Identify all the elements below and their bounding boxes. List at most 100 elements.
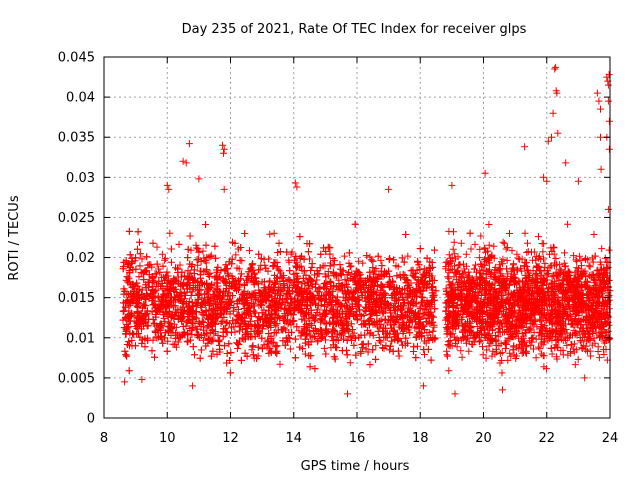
data-point <box>306 363 314 371</box>
data-point <box>161 255 169 263</box>
data-point <box>424 345 432 353</box>
data-point <box>458 353 466 361</box>
data-point <box>194 291 202 299</box>
data-point <box>197 303 205 311</box>
data-point <box>427 356 435 364</box>
data-point <box>393 272 401 280</box>
chart-title: Day 235 of 2021, Rate Of TEC Index for r… <box>182 22 527 37</box>
data-point <box>191 351 198 359</box>
data-points <box>119 63 614 398</box>
data-point <box>292 335 300 343</box>
data-point <box>586 263 594 271</box>
data-point <box>285 256 293 264</box>
data-point <box>394 347 402 355</box>
data-point <box>283 338 291 346</box>
data-point <box>366 361 374 369</box>
data-point <box>351 220 359 228</box>
data-point <box>366 268 374 276</box>
data-point <box>122 351 130 359</box>
data-point <box>296 233 304 241</box>
data-point <box>153 243 161 251</box>
data-point <box>132 254 140 262</box>
data-point <box>236 256 244 264</box>
data-point <box>338 347 346 355</box>
data-point <box>276 360 284 368</box>
data-point <box>218 317 226 325</box>
data-point <box>252 309 259 317</box>
data-point <box>524 239 531 247</box>
data-point <box>136 238 143 246</box>
data-point <box>304 248 312 256</box>
data-point <box>164 337 172 345</box>
data-point <box>207 253 215 260</box>
data-point <box>322 350 330 358</box>
data-point <box>168 258 175 266</box>
data-point <box>322 248 330 255</box>
data-point <box>246 247 253 255</box>
grid-lines <box>104 57 610 418</box>
data-point <box>521 229 529 237</box>
data-point <box>536 345 544 353</box>
data-point <box>350 329 358 337</box>
data-point <box>317 250 325 258</box>
data-point <box>502 341 510 348</box>
data-point <box>320 344 328 352</box>
data-point <box>163 268 171 276</box>
data-point <box>366 253 374 261</box>
data-point <box>355 257 363 265</box>
data-point <box>163 347 171 355</box>
data-point <box>125 367 133 375</box>
data-point <box>490 242 498 250</box>
data-point <box>203 266 211 274</box>
data-point <box>425 329 433 336</box>
data-point <box>181 272 189 280</box>
data-point <box>395 352 403 360</box>
data-point <box>294 263 302 271</box>
data-point <box>291 354 299 362</box>
data-point <box>347 333 355 341</box>
data-point <box>343 351 351 359</box>
data-point <box>194 245 202 253</box>
data-point <box>161 318 169 326</box>
data-point <box>148 347 156 355</box>
data-point <box>364 326 372 334</box>
data-point <box>369 264 377 272</box>
data-point <box>345 249 353 257</box>
data-point <box>410 343 418 351</box>
data-point <box>258 345 266 353</box>
data-point <box>349 326 356 333</box>
data-point <box>149 239 157 247</box>
data-point <box>402 231 410 238</box>
data-point <box>429 327 437 335</box>
data-point <box>308 321 316 329</box>
data-point <box>301 350 309 358</box>
data-point <box>372 342 380 350</box>
data-point <box>143 291 151 299</box>
data-point <box>386 346 394 354</box>
data-point <box>249 351 257 359</box>
data-point <box>422 305 430 313</box>
data-point <box>226 369 234 377</box>
data-point <box>126 251 134 259</box>
data-point <box>199 247 207 255</box>
data-point <box>197 346 205 354</box>
data-point <box>121 347 129 355</box>
data-point <box>416 245 424 253</box>
data-point <box>237 356 245 364</box>
data-point <box>498 349 506 357</box>
data-point <box>503 244 511 251</box>
data-point <box>326 250 334 258</box>
data-point <box>359 259 367 267</box>
data-point <box>316 326 324 334</box>
data-point <box>322 279 330 287</box>
data-point <box>207 352 215 360</box>
data-point <box>307 352 315 360</box>
data-point <box>397 338 405 346</box>
data-point <box>421 351 428 358</box>
data-point <box>194 261 202 269</box>
data-point <box>161 256 169 264</box>
data-point <box>449 245 457 253</box>
data-point <box>186 232 194 240</box>
data-point <box>261 284 269 292</box>
